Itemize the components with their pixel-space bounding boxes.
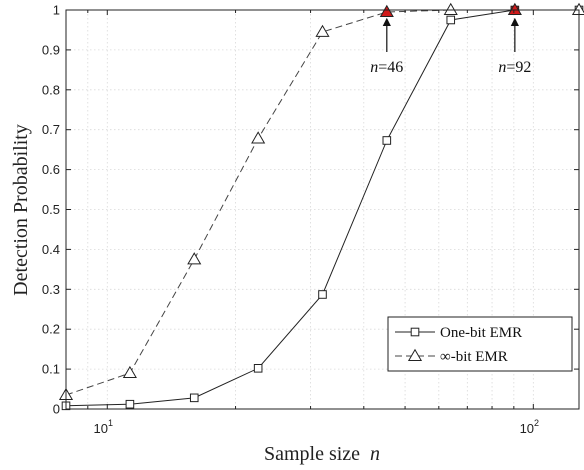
legend-marker [410, 327, 420, 337]
legend-entry-1: ∞-bit EMR [395, 348, 508, 365]
y-axis-title: Detection Probability [10, 124, 32, 296]
annotation-label: n=92 [498, 59, 531, 76]
data-point [125, 399, 135, 409]
legend: One-bit EMR ∞-bit EMR [387, 316, 573, 372]
x-tick-label-exponent: 1 [108, 418, 113, 428]
x-tick-label-base: 10 [520, 421, 534, 436]
data-point [122, 365, 137, 379]
annotation-label: n=46 [370, 59, 403, 76]
y-tick-label: 1 [53, 3, 60, 18]
x-tick-label: 102 [520, 418, 539, 436]
legend-marker [407, 348, 423, 361]
data-point [571, 2, 584, 15]
x-axis-title: Sample size n [264, 443, 380, 465]
y-tick-label: 0.6 [42, 162, 60, 177]
x-tick-label-exponent: 2 [534, 418, 539, 428]
x-axis-title-text: Sample size [264, 443, 360, 465]
legend-entries: One-bit EMR ∞-bit EMR [395, 325, 522, 365]
data-point [189, 393, 199, 403]
y-tick-label: 0 [53, 402, 60, 417]
data-point [315, 24, 330, 37]
data-point [446, 15, 456, 25]
annotation-value: =92 [506, 59, 531, 76]
annotation-layer: n=46 n=92 [370, 17, 531, 76]
annotation-var: n [498, 59, 506, 76]
data-point [187, 252, 202, 265]
data-point [443, 2, 458, 15]
highlight-point [507, 2, 522, 15]
y-tick-label: 0.7 [42, 122, 60, 137]
x-axis-title-var: n [370, 443, 380, 465]
data-point [253, 364, 263, 373]
y-tick-label: 0.9 [42, 42, 60, 57]
highlight-point [379, 4, 394, 17]
annotation-value: =46 [378, 59, 403, 76]
legend-label: One-bit EMR [440, 325, 522, 341]
y-tick-label: 0.8 [42, 82, 60, 97]
data-point [318, 290, 327, 299]
data-point [251, 131, 266, 144]
y-tick-label: 0.2 [42, 322, 60, 337]
y-tick-label: 0.3 [42, 282, 60, 297]
x-tick-label: 101 [94, 418, 113, 436]
legend-entry-0: One-bit EMR [395, 325, 522, 341]
x-tick-label-base: 10 [94, 421, 108, 436]
y-tick-label: 0.5 [42, 202, 60, 217]
annotation-var: n [370, 59, 378, 76]
y-tick-label: 0.1 [42, 362, 60, 377]
legend-box [387, 316, 573, 372]
legend-label: ∞-bit EMR [440, 349, 508, 365]
y-tick-label: 0.4 [42, 242, 60, 257]
data-point [382, 136, 392, 145]
